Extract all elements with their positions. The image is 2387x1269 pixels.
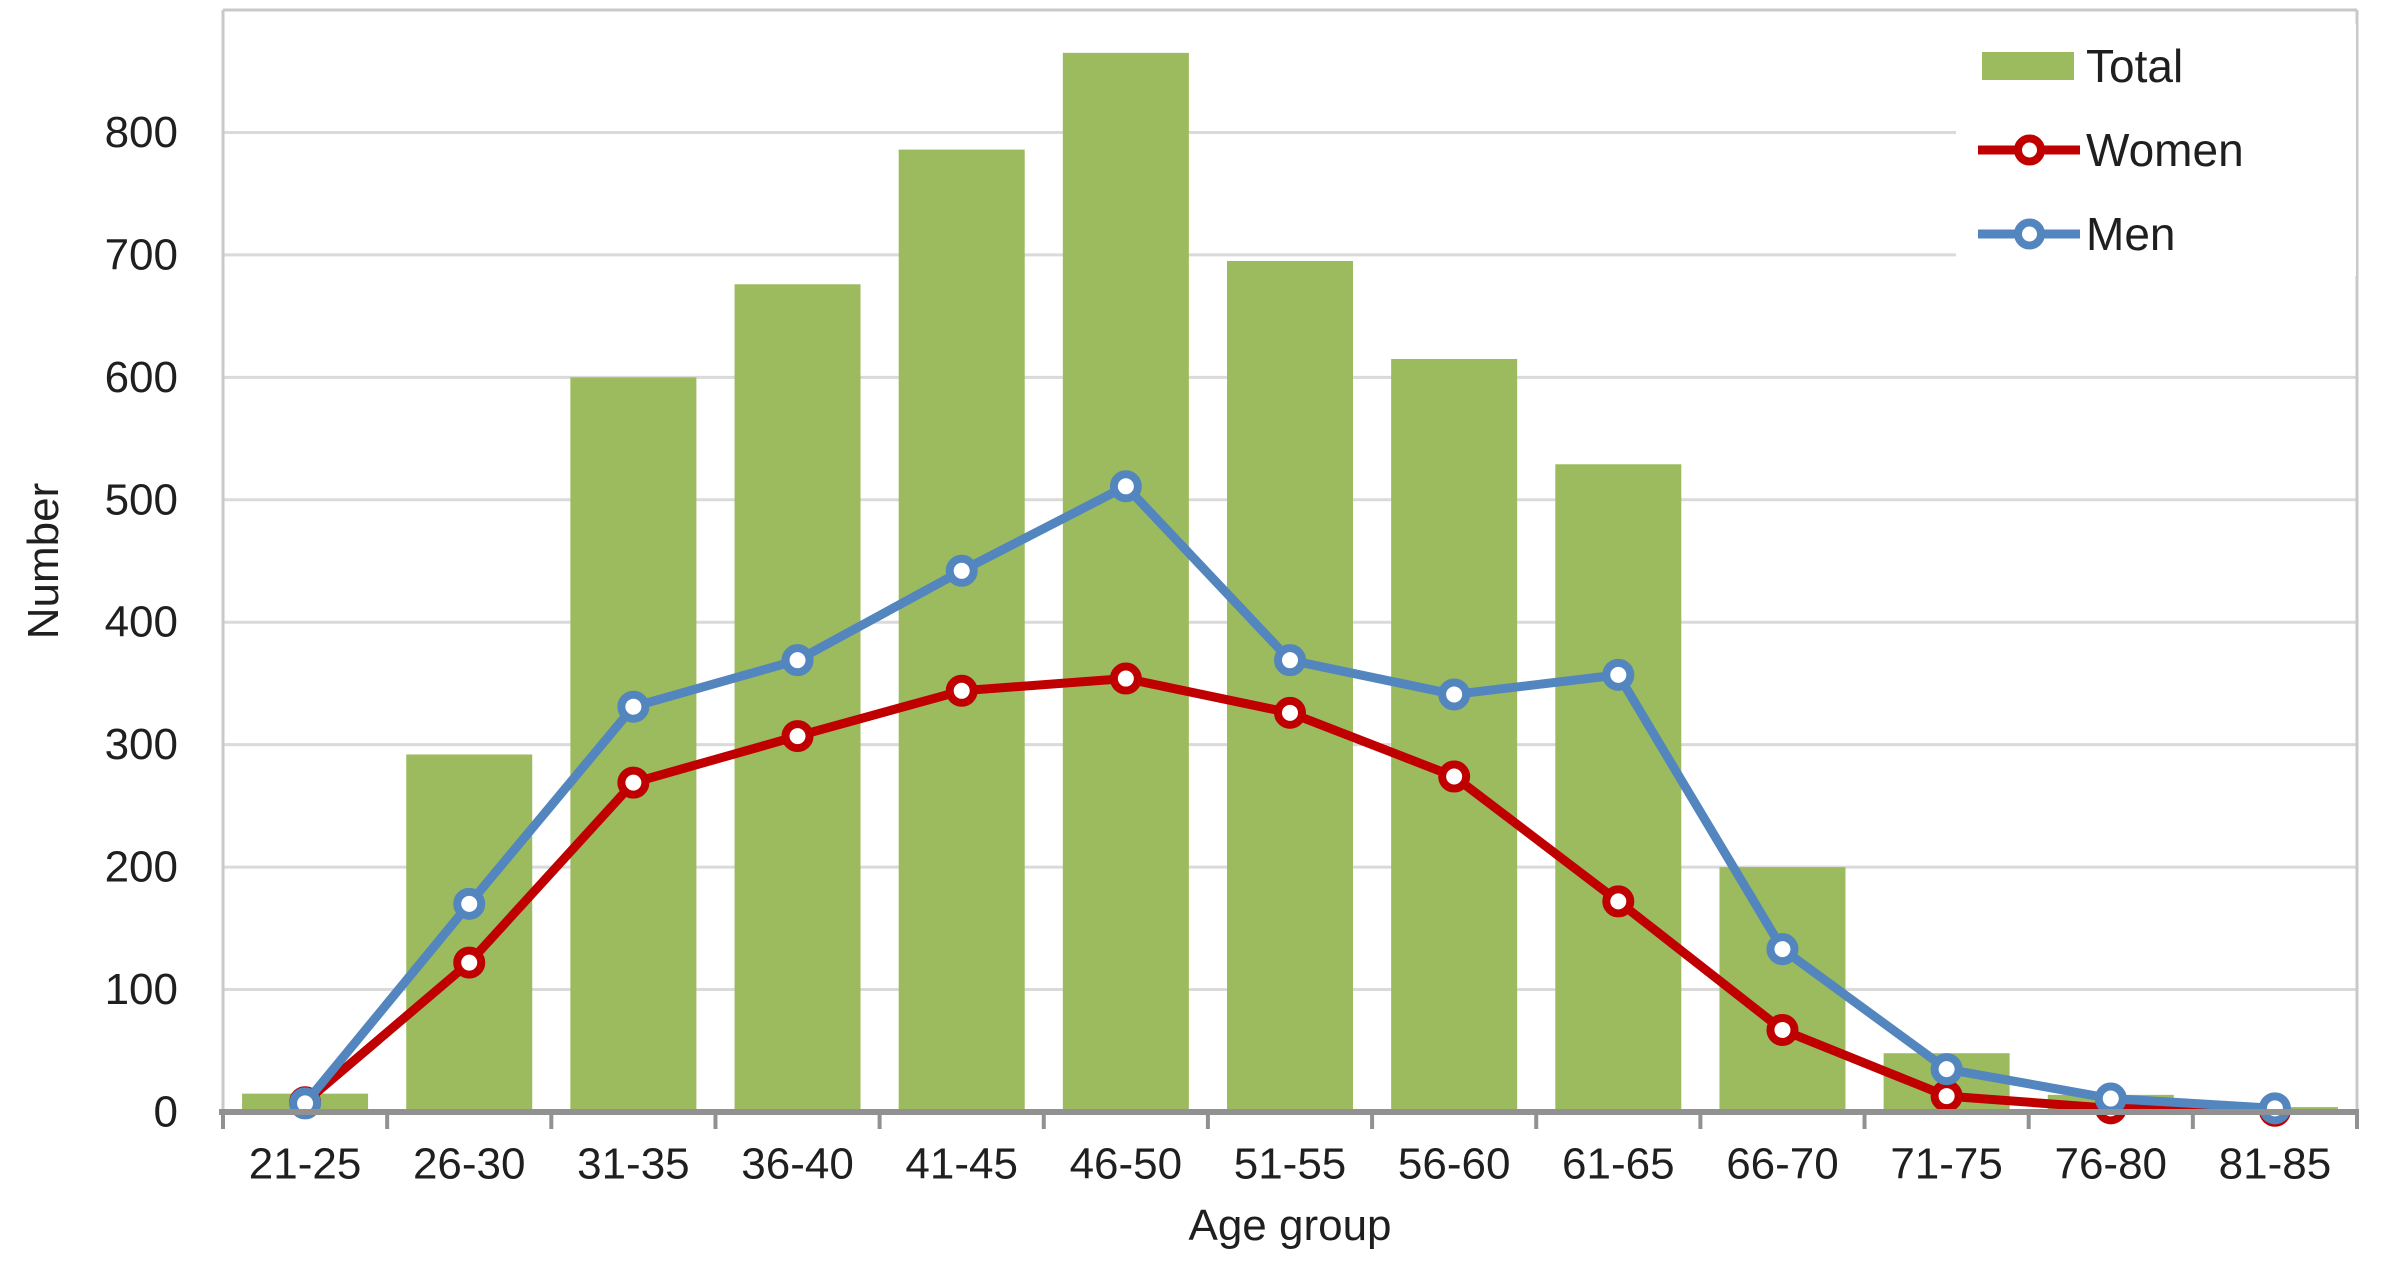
bar-total-41-45	[898, 149, 1025, 1112]
x-tick-label: 41-45	[905, 1140, 1018, 1189]
legend-item-men: Men	[1956, 192, 2356, 276]
x-axis-title: Age group	[1188, 1201, 1392, 1250]
women-marker-36-40	[781, 720, 814, 753]
bar-total-26-30	[406, 754, 533, 1112]
legend: Total Women Men	[1956, 24, 2356, 276]
men-marker-36-40	[781, 644, 814, 677]
legend-label-women: Women	[2086, 124, 2244, 176]
women-marker-31-35	[617, 766, 650, 799]
bar-total-56-60	[1391, 358, 1518, 1112]
men-marker-swatch-icon	[2014, 218, 2045, 250]
men-marker-66-70	[1766, 933, 1799, 966]
women-marker-swatch-icon	[2014, 134, 2045, 166]
men-marker-46-50	[1109, 470, 1142, 503]
women-marker-71-75	[1930, 1080, 1963, 1113]
bar-total-36-40	[734, 284, 861, 1113]
x-tick-label: 81-85	[2219, 1140, 2332, 1189]
y-tick-label: 400	[105, 598, 178, 647]
x-tick-label: 21-25	[249, 1140, 362, 1189]
women-marker-61-65	[1602, 885, 1635, 918]
y-tick-label: 800	[105, 108, 178, 157]
legend-label-men: Men	[2086, 208, 2176, 260]
bar-total-46-50	[1062, 52, 1189, 1112]
x-tick-label: 71-75	[1890, 1140, 2003, 1189]
y-tick-label: 0	[154, 1088, 178, 1137]
x-tick-label: 66-70	[1726, 1140, 1839, 1189]
men-marker-31-35	[617, 690, 650, 723]
x-tick-label: 61-65	[1562, 1140, 1675, 1189]
x-tick-label: 46-50	[1070, 1140, 1183, 1189]
men-marker-76-80	[2094, 1082, 2127, 1115]
y-tick-label: 100	[105, 965, 178, 1014]
women-marker-66-70	[1766, 1013, 1799, 1046]
x-tick-label: 26-30	[413, 1140, 526, 1189]
x-tick-label: 51-55	[1234, 1140, 1347, 1189]
women-marker-41-45	[945, 674, 978, 707]
y-tick-label: 600	[105, 353, 178, 402]
men-marker-81-85	[2258, 1092, 2291, 1125]
bar-total-66-70	[1719, 867, 1846, 1112]
x-tick-label: 56-60	[1398, 1140, 1511, 1189]
bar-total-51-55	[1227, 261, 1353, 1112]
total-swatch-icon	[1982, 52, 2074, 80]
x-tick-label: 76-80	[2054, 1140, 2167, 1189]
y-tick-label: 300	[105, 720, 178, 769]
bar-total-31-35	[570, 377, 697, 1112]
legend-item-women: Women	[1956, 108, 2356, 192]
women-marker-46-50	[1109, 662, 1142, 695]
men-marker-41-45	[945, 554, 978, 587]
men-marker-61-65	[1602, 658, 1635, 691]
y-axis-title: Number	[19, 482, 68, 640]
y-tick-label: 700	[105, 230, 178, 279]
legend-label-total: Total	[2086, 40, 2184, 92]
men-marker-26-30	[453, 887, 486, 920]
men-marker-71-75	[1930, 1053, 1963, 1086]
y-tick-label: 200	[105, 843, 178, 892]
women-marker-51-55	[1274, 696, 1306, 729]
women-marker-56-60	[1438, 760, 1471, 793]
x-tick-label: 36-40	[741, 1140, 854, 1189]
women-marker-26-30	[453, 946, 486, 979]
y-tick-label: 500	[105, 475, 178, 524]
men-marker-51-55	[1274, 644, 1306, 677]
x-tick-label: 31-35	[577, 1140, 690, 1189]
men-marker-56-60	[1438, 678, 1471, 711]
legend-item-total: Total	[1956, 24, 2356, 108]
bar-total-61-65	[1555, 464, 1682, 1112]
